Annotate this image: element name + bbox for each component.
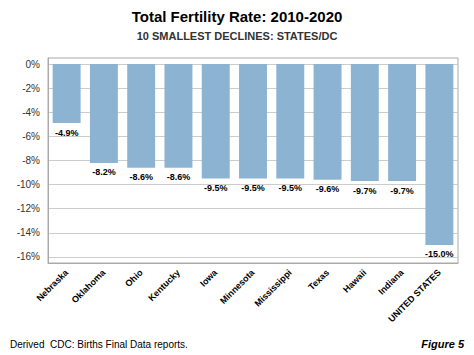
svg-text:Figure 5: Figure 5 [421, 338, 465, 350]
svg-text:UNITED STATES: UNITED STATES [386, 267, 443, 324]
svg-text:-10%: -10% [17, 179, 40, 190]
svg-text:-9.5%: -9.5% [204, 183, 228, 193]
svg-text:-8.6%: -8.6% [129, 172, 153, 182]
svg-text:Texas: Texas [306, 267, 331, 292]
svg-text:Ohio: Ohio [123, 267, 145, 289]
svg-text:Oklahoma: Oklahoma [70, 267, 108, 305]
svg-text:-16%: -16% [17, 251, 40, 262]
svg-text:-6%: -6% [22, 131, 40, 142]
svg-text:-12%: -12% [17, 203, 40, 214]
svg-text:Indiana: Indiana [376, 267, 406, 297]
svg-text:-2%: -2% [22, 83, 40, 94]
svg-text:-9.6%: -9.6% [316, 184, 340, 194]
svg-text:10 SMALLEST DECLINES: STATES/D: 10 SMALLEST DECLINES: STATES/DC [137, 30, 338, 42]
svg-text:Kentucky: Kentucky [146, 267, 182, 303]
svg-text:Minnesota: Minnesota [218, 267, 257, 306]
svg-text:-9.5%: -9.5% [241, 183, 265, 193]
svg-text:-8.2%: -8.2% [92, 167, 116, 177]
svg-text:Derived CDC: Births Final Dat: Derived CDC: Births Final Data reports. [10, 339, 188, 350]
svg-text:0%: 0% [26, 59, 41, 70]
svg-text:-9.7%: -9.7% [353, 186, 377, 196]
svg-text:-4%: -4% [22, 107, 40, 118]
svg-text:-9.7%: -9.7% [390, 186, 414, 196]
svg-text:-4.9%: -4.9% [55, 128, 79, 138]
svg-text:-15.0%: -15.0% [425, 249, 454, 259]
svg-text:-8%: -8% [22, 155, 40, 166]
svg-text:Hawaii: Hawaii [341, 267, 368, 294]
svg-text:Iowa: Iowa [198, 267, 220, 289]
svg-text:Nebraska: Nebraska [34, 267, 70, 303]
svg-text:-8.6%: -8.6% [167, 172, 191, 182]
svg-text:-9.5%: -9.5% [279, 183, 303, 193]
svg-text:Total Fertility Rate: 2010-202: Total Fertility Rate: 2010-2020 [132, 8, 343, 25]
svg-text:Mississippi: Mississippi [252, 267, 293, 308]
svg-text:-14%: -14% [17, 227, 40, 238]
